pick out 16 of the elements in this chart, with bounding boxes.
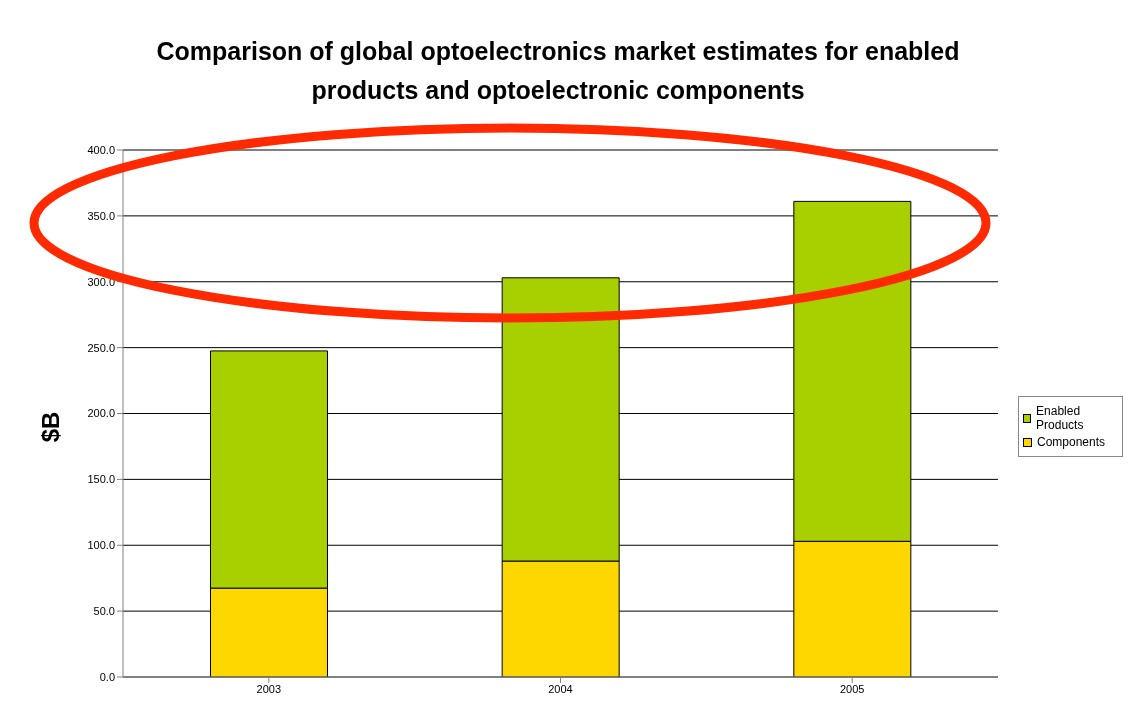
y-axis-title: $B <box>37 410 65 445</box>
y-tick-label: 100.0 <box>87 539 115 552</box>
x-tick-label: 2003 <box>256 682 282 695</box>
y-tick-label: 50.0 <box>93 605 115 618</box>
legend-label: Components <box>1037 435 1106 449</box>
x-tick-label: 2005 <box>839 682 865 695</box>
y-tick-label: 150.0 <box>87 473 115 486</box>
y-tick-label: 200.0 <box>87 407 115 420</box>
chart-title: Comparison of global optoelectronics market estimates for enabled products and optoelectronic components <box>155 36 961 106</box>
y-tick-label: 300.0 <box>87 275 115 288</box>
x-tick-label: 2004 <box>548 682 573 695</box>
legend-label: Enabled Products <box>1036 404 1085 432</box>
y-tick-label: 350.0 <box>87 209 115 222</box>
y-tick-label: 250.0 <box>87 341 115 354</box>
y-tick-label: 0.0 <box>99 670 115 683</box>
y-tick-label: 400.0 <box>87 143 115 156</box>
